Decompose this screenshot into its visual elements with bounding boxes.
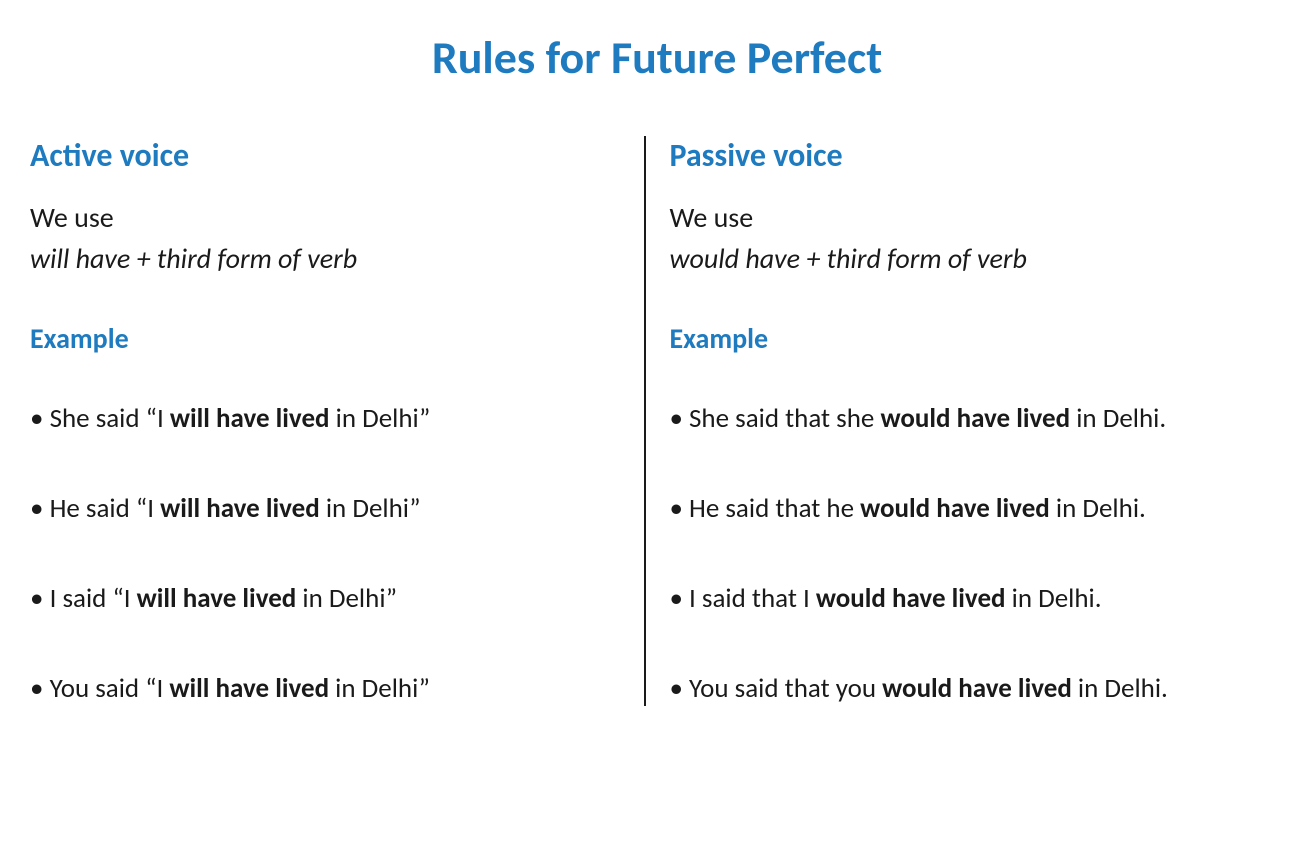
example-post: in Delhi” xyxy=(296,582,397,615)
example-post: in Delhi. xyxy=(1070,402,1166,435)
example-bold: will have lived xyxy=(160,492,320,525)
example-pre: He said that he xyxy=(689,492,860,525)
example-bold: would have lived xyxy=(882,672,1072,705)
passive-example-1: • She said that she would have lived in … xyxy=(669,401,1284,436)
passive-usage-rule: would have + third form of verb xyxy=(669,241,1284,276)
example-post: in Delhi” xyxy=(329,672,430,705)
example-pre: I said “I xyxy=(50,582,137,615)
page-title: Rules for Future Perfect xyxy=(30,30,1284,86)
active-example-4: • You said “I will have lived in Delhi” xyxy=(30,671,619,706)
bullet-icon: • xyxy=(669,402,689,435)
bullet-icon: • xyxy=(669,492,689,525)
passive-voice-column: Passive voice We use would have + third … xyxy=(644,136,1284,706)
example-bold: would have lived xyxy=(816,582,1006,615)
vertical-divider xyxy=(644,136,646,706)
active-example-2: • He said “I will have lived in Delhi” xyxy=(30,491,619,526)
passive-example-4: • You said that you would have lived in … xyxy=(669,671,1284,706)
bullet-icon: • xyxy=(669,672,689,705)
example-post: in Delhi” xyxy=(320,492,421,525)
example-pre: I said that I xyxy=(689,582,816,615)
active-example-1: • She said “I will have lived in Delhi” xyxy=(30,401,619,436)
active-voice-column: Active voice We use will have + third fo… xyxy=(30,136,644,706)
example-post: in Delhi. xyxy=(1072,672,1168,705)
bullet-icon: • xyxy=(669,582,689,615)
active-example-heading: Example xyxy=(30,321,619,356)
active-usage-rule: will have + third form of verb xyxy=(30,241,619,276)
example-bold: will have lived xyxy=(170,402,330,435)
example-bold: would have lived xyxy=(880,402,1070,435)
bullet-icon: • xyxy=(30,672,50,705)
active-voice-heading: Active voice xyxy=(30,136,619,175)
bullet-icon: • xyxy=(30,492,50,525)
passive-example-heading: Example xyxy=(669,321,1284,356)
example-pre: You said “I xyxy=(50,672,170,705)
example-post: in Delhi. xyxy=(1006,582,1102,615)
example-post: in Delhi. xyxy=(1050,492,1146,525)
example-pre: He said “I xyxy=(50,492,161,525)
example-bold: will have lived xyxy=(137,582,297,615)
example-pre: She said that she xyxy=(689,402,880,435)
passive-usage-intro: We use xyxy=(669,200,1284,235)
columns-container: Active voice We use will have + third fo… xyxy=(30,136,1284,706)
passive-example-3: • I said that I would have lived in Delh… xyxy=(669,581,1284,616)
example-bold: would have lived xyxy=(860,492,1050,525)
active-example-3: • I said “I will have lived in Delhi” xyxy=(30,581,619,616)
passive-example-2: • He said that he would have lived in De… xyxy=(669,491,1284,526)
example-pre: She said “I xyxy=(50,402,170,435)
example-bold: will have lived xyxy=(169,672,329,705)
bullet-icon: • xyxy=(30,402,50,435)
active-usage-intro: We use xyxy=(30,200,619,235)
example-pre: You said that you xyxy=(689,672,882,705)
example-post: in Delhi” xyxy=(330,402,431,435)
bullet-icon: • xyxy=(30,582,50,615)
passive-voice-heading: Passive voice xyxy=(669,136,1284,175)
